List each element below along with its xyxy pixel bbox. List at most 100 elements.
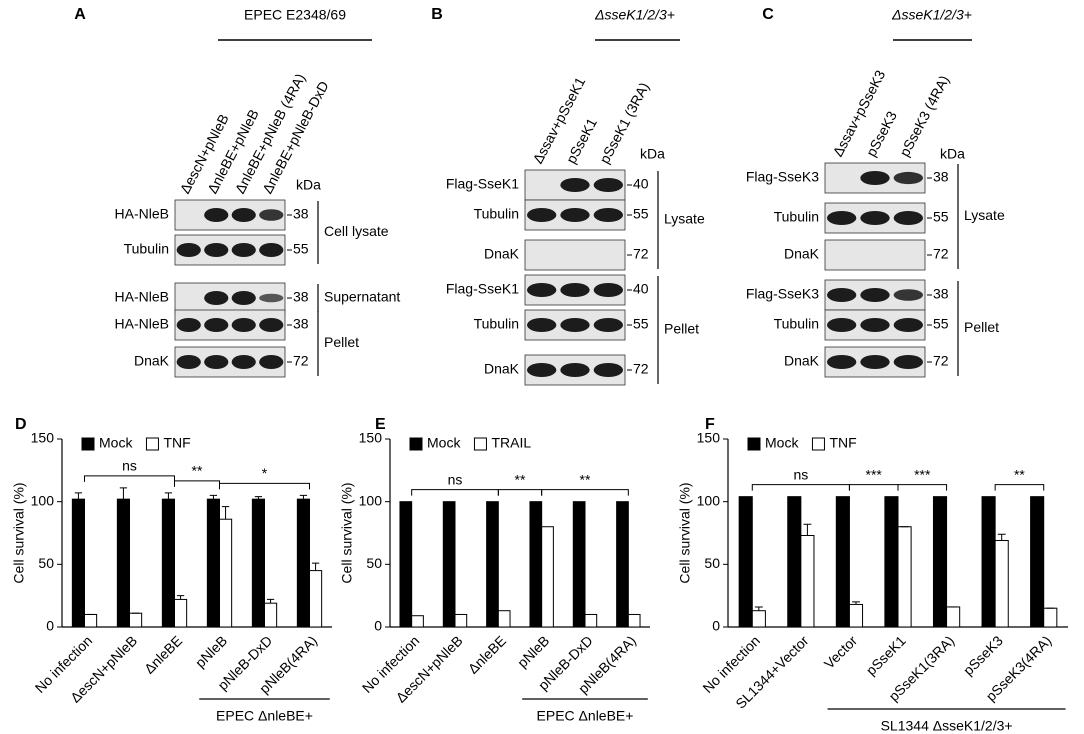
bar — [129, 612, 143, 628]
row-label: Flag-SseK3 — [746, 169, 819, 185]
blot-band — [259, 355, 284, 369]
row-label: Tubulin — [474, 206, 519, 222]
blot-band — [204, 208, 229, 222]
significance-bracket — [411, 489, 499, 496]
blot-band — [893, 318, 923, 332]
group-label: Lysate — [664, 211, 705, 227]
blot-band — [827, 288, 857, 302]
bar — [161, 498, 176, 628]
strain-header: ΔsseK1/2/3+ — [594, 7, 675, 23]
y-axis-label: Cell survival (%) — [677, 482, 693, 583]
mw-label: 55 — [933, 209, 949, 225]
error-bar — [209, 494, 218, 500]
y-tick-label: 100 — [31, 492, 55, 508]
significance-bracket — [174, 480, 220, 487]
mw-label: 40 — [633, 176, 649, 192]
bar — [309, 570, 323, 628]
blot-band — [827, 318, 857, 332]
y-tick-label: 0 — [712, 618, 720, 634]
y-tick-label: 150 — [697, 430, 721, 446]
group-label: Pellet — [964, 319, 999, 335]
error-bar — [74, 492, 83, 500]
error-bar — [311, 562, 320, 571]
significance-label: ns — [122, 458, 137, 474]
mw-label: 72 — [933, 246, 949, 262]
bar — [994, 540, 1009, 628]
significance-label: *** — [914, 466, 931, 482]
legend-label: Mock — [427, 435, 461, 451]
x-tick-label: pNleB — [514, 632, 552, 670]
legend-swatch — [81, 437, 95, 451]
row-label: HA-NleB — [115, 316, 169, 332]
row-label: Flag-SseK1 — [446, 281, 519, 297]
significance-bracket — [541, 489, 629, 496]
y-tick-label: 0 — [46, 618, 54, 634]
x-tick-label: ΔnleBE — [141, 632, 185, 676]
bar — [411, 615, 424, 628]
x-tick-label: pNleB — [192, 632, 230, 670]
lane-label: pSseK1 — [563, 115, 600, 166]
significance-bracket — [219, 482, 310, 490]
blot-band — [560, 318, 590, 332]
panel-letter: F — [705, 416, 715, 433]
lane-label: pSseK3 — [863, 108, 900, 159]
blot-band — [204, 291, 229, 305]
group-label: EPEC ΔnleBE+ — [537, 708, 634, 724]
bar — [174, 598, 188, 628]
error-bar — [176, 595, 185, 600]
y-axis-label: Cell survival (%) — [11, 482, 27, 583]
mw-label: 38 — [933, 169, 949, 185]
blot-band — [259, 209, 284, 221]
blot-band — [259, 293, 284, 303]
blot-band — [527, 318, 557, 332]
mw-label: 38 — [293, 316, 309, 332]
blot-band — [860, 171, 890, 185]
legend-label: TRAIL — [491, 435, 531, 451]
group-label: EPEC ΔnleBE+ — [216, 708, 313, 724]
panel-letter: D — [15, 416, 27, 433]
blot-band — [259, 243, 284, 257]
blot-band — [204, 243, 229, 257]
strain-header: EPEC E2348/69 — [244, 7, 346, 23]
bar — [219, 518, 233, 628]
mw-label: 72 — [633, 246, 649, 262]
mw-label: 72 — [293, 353, 309, 369]
group-label: Pellet — [664, 321, 699, 337]
bar — [897, 526, 912, 628]
bar — [1030, 496, 1045, 628]
blot-band — [893, 289, 923, 301]
blot-band — [176, 355, 201, 369]
significance-label: ns — [448, 471, 463, 487]
significance-bracket — [497, 489, 543, 496]
y-tick-label: 150 — [359, 430, 383, 446]
bar — [787, 496, 802, 628]
blot-band — [827, 211, 857, 225]
legend-label: TNF — [829, 435, 856, 451]
bar — [946, 606, 961, 628]
blot-band — [593, 283, 623, 297]
bar — [848, 603, 864, 628]
mw-label: 40 — [633, 281, 649, 297]
bar — [251, 498, 266, 628]
mw-label: 38 — [933, 286, 949, 302]
blot-band — [527, 208, 557, 222]
mw-label: 55 — [293, 241, 309, 257]
x-tick-label: pSseK1 — [863, 632, 909, 678]
y-tick-label: 0 — [374, 618, 382, 634]
bar — [738, 496, 753, 628]
significance-label: ** — [580, 471, 591, 487]
error-bar — [266, 598, 275, 604]
bar — [627, 613, 641, 628]
row-label: Tubulin — [474, 316, 519, 332]
error-bar — [254, 496, 263, 500]
x-tick-label: pSseK3 — [960, 632, 1006, 678]
mw-label: 55 — [633, 206, 649, 222]
row-label: Tubulin — [124, 241, 169, 257]
blot-band — [860, 211, 890, 225]
mw-label: 72 — [633, 361, 649, 377]
x-tick-label: ΔnleBE — [465, 632, 509, 676]
panel-letter: A — [74, 6, 86, 23]
bar — [616, 501, 629, 628]
bar — [572, 501, 586, 628]
